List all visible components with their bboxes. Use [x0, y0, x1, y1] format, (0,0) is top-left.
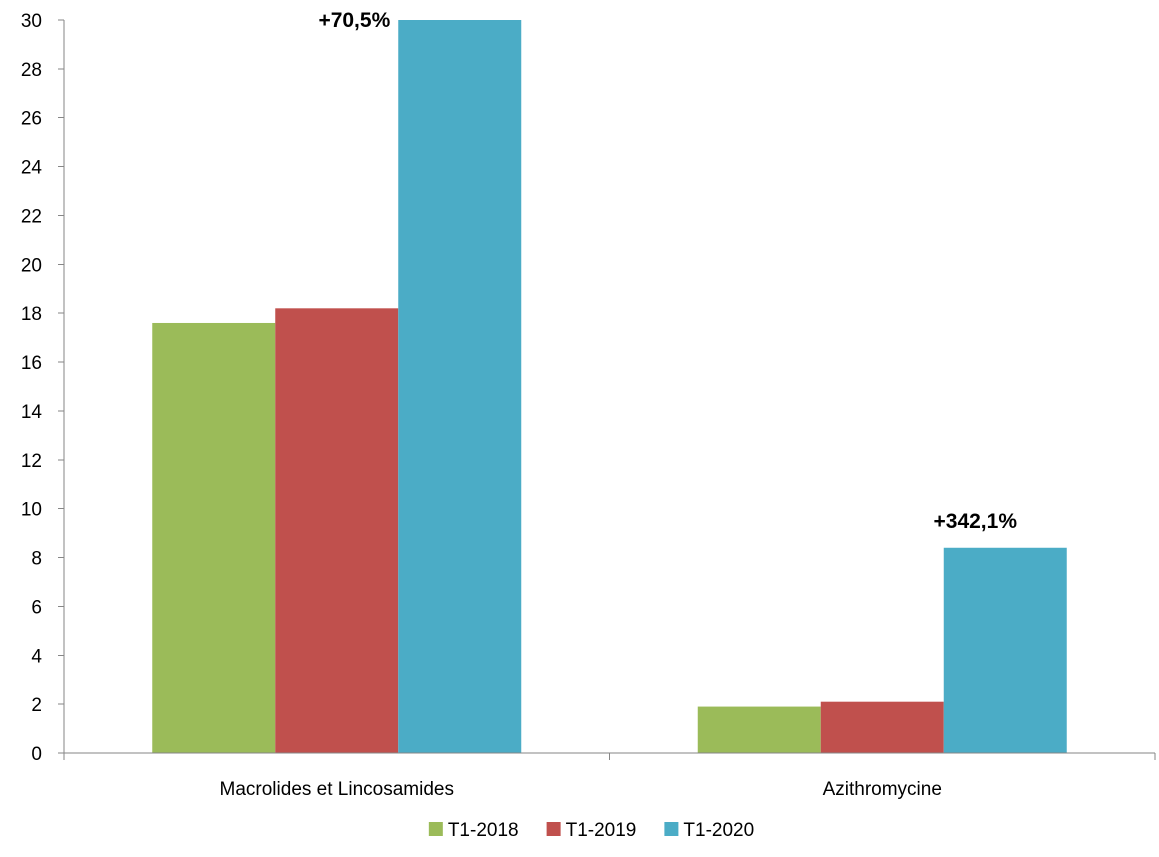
- legend-swatch: [546, 822, 561, 836]
- legend-item-t1-2020: T1-2020: [664, 820, 754, 841]
- y-tick-label: 14: [21, 402, 43, 423]
- legend-label: T1-2018: [448, 820, 519, 841]
- bar-annotation: +70,5%: [318, 9, 390, 32]
- y-tick-label: 2: [31, 695, 42, 716]
- axes-layer: [58, 19, 1156, 760]
- y-tick-label: 12: [21, 451, 42, 472]
- legend-swatch: [664, 822, 679, 836]
- y-tick-label: 22: [21, 206, 42, 227]
- y-tick-label: 8: [31, 549, 42, 570]
- y-tick-label: 28: [21, 60, 42, 81]
- y-tick-label: 0: [31, 744, 42, 765]
- y-tick-label: 30: [21, 11, 42, 32]
- legend-item-t1-2018: T1-2018: [428, 820, 519, 841]
- bars-layer: [152, 20, 1067, 753]
- x-category-label: Macrolides et Lincosamides: [220, 779, 454, 800]
- legend-label: T1-2019: [566, 820, 637, 841]
- y-tick-label: 10: [21, 500, 42, 521]
- y-tick-label: 26: [21, 109, 42, 130]
- y-tick-label: 6: [31, 597, 42, 618]
- bar-t1-2020-1: [943, 547, 1067, 753]
- y-tick-label: 16: [21, 353, 42, 374]
- y-tick-label: 18: [21, 304, 42, 325]
- bar-t1-2018-1: [697, 706, 821, 753]
- bar-t1-2020-0: [398, 20, 522, 753]
- y-tick-label: 24: [21, 158, 43, 179]
- x-category-label: Azithromycine: [823, 779, 942, 800]
- bar-annotation: +342,1%: [934, 510, 1018, 533]
- bar-t1-2019-0: [275, 308, 399, 753]
- bar-t1-2018-0: [152, 322, 276, 753]
- y-tick-label: 4: [31, 646, 42, 667]
- y-tick-label: 20: [21, 255, 42, 276]
- legend-item-t1-2019: T1-2019: [546, 820, 637, 841]
- legend-swatch: [428, 822, 443, 836]
- legend-label: T1-2020: [683, 820, 754, 841]
- bar-t1-2019-1: [820, 701, 944, 753]
- legend: T1-2018 T1-2019 T1-2020: [428, 820, 754, 841]
